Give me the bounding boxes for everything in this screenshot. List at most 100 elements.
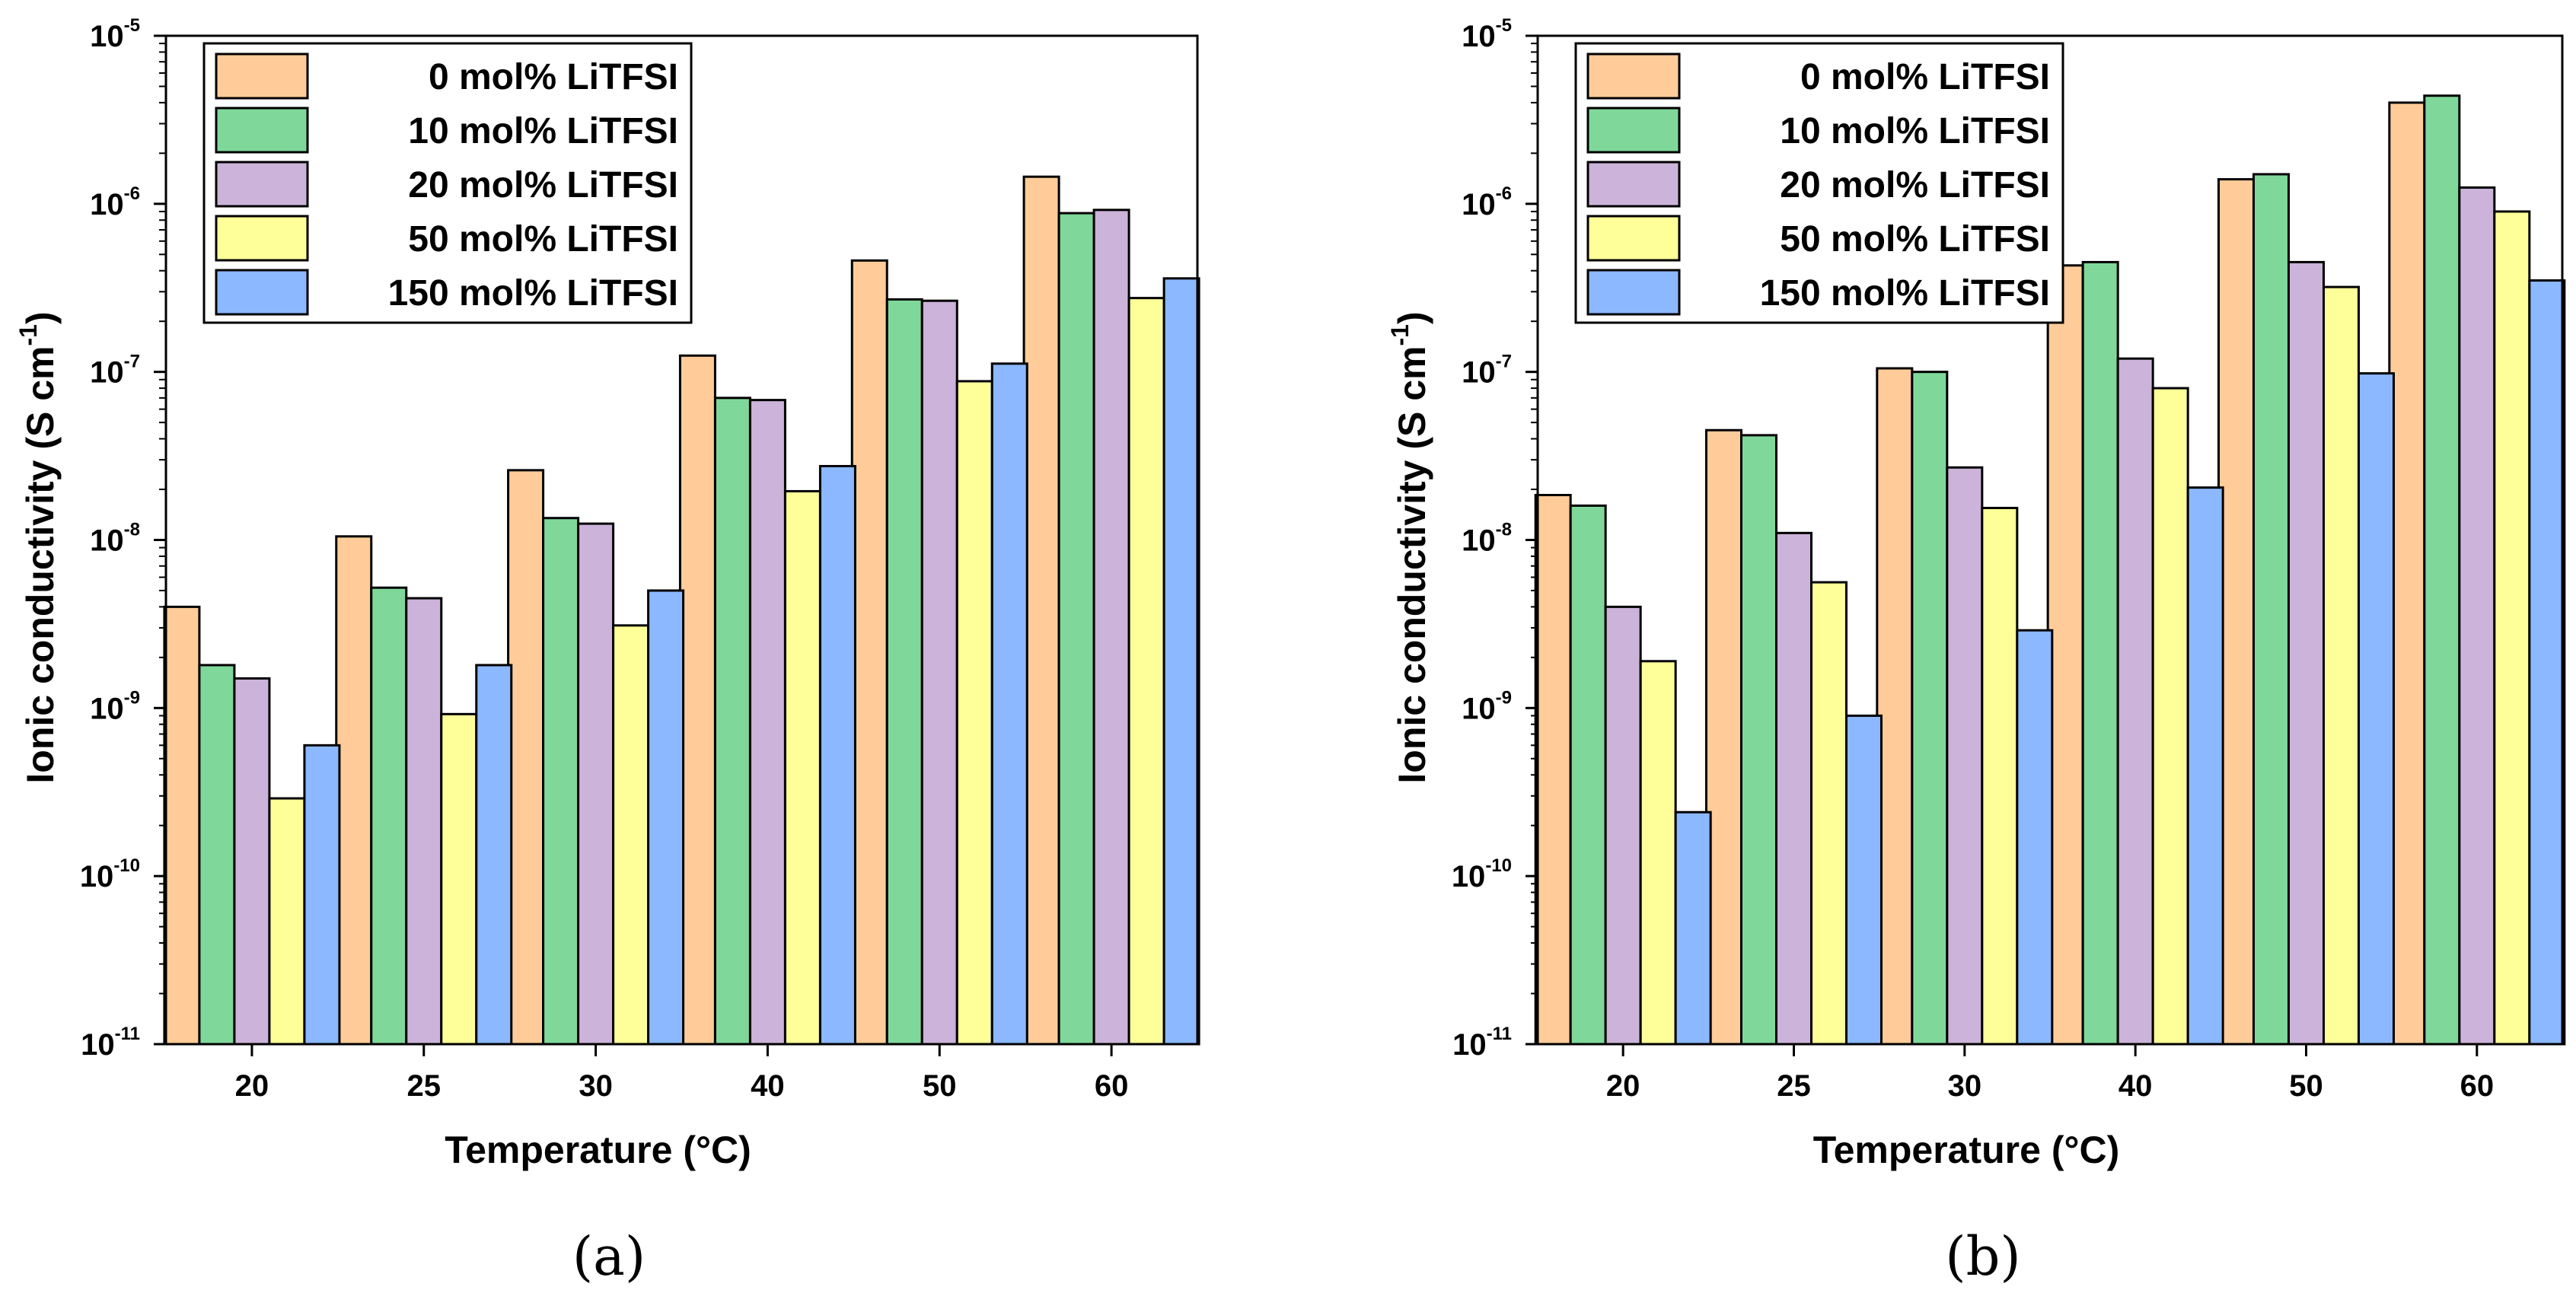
y-tick-label: 10-5: [90, 15, 140, 53]
y-axis-label: Ionic conductivity (S cm-1): [1386, 311, 1433, 783]
y-tick-exponent: -6: [1496, 183, 1512, 204]
y-tick-base: 10: [90, 524, 124, 558]
y-tick-label: 10-11: [81, 1024, 140, 1062]
bar-20C-10-mol-litfsi: [198, 664, 236, 1046]
bar-30C-150-mol-litfsi: [647, 589, 685, 1046]
y-tick-base: 10: [90, 356, 124, 390]
y-tick-label: 10-5: [1462, 15, 1512, 53]
bar-50C-10-mol-litfsi: [2252, 173, 2290, 1046]
y-tick-base: 10: [1452, 1028, 1487, 1062]
bar-30C-10-mol-litfsi: [1911, 371, 1949, 1046]
bar-20C-20-mol-litfsi: [233, 677, 271, 1046]
x-tick-label: 30: [579, 1069, 613, 1103]
panel-caption: (a): [572, 1225, 646, 1288]
legend-swatch: [215, 53, 309, 100]
bar-20C-50-mol-litfsi: [1639, 660, 1677, 1046]
x-tick-label: 30: [1948, 1069, 1982, 1103]
y-tick-base: 10: [1462, 20, 1496, 53]
y-tick-label: 10-8: [90, 520, 140, 558]
legend-label: 50 mol% LiTFSI: [408, 219, 678, 260]
legend-label: 150 mol% LiTFSI: [388, 273, 678, 314]
bar-25C-20-mol-litfsi: [1775, 531, 1812, 1046]
bar-25C-0-mol-litfsi: [335, 535, 373, 1046]
x-axis-label: Temperature (°C): [1813, 1129, 2119, 1171]
bar-20C-0-mol-litfsi: [163, 605, 201, 1046]
y-tick-base: 10: [1462, 524, 1496, 558]
y-tick-exponent: -6: [124, 183, 140, 204]
bar-60C-150-mol-litfsi: [2528, 279, 2566, 1046]
y-tick-label: 10-6: [1462, 183, 1512, 221]
bar-20C-50-mol-litfsi: [268, 797, 306, 1046]
x-tick-label: 20: [235, 1069, 269, 1103]
bar-20C-150-mol-litfsi: [1674, 811, 1712, 1046]
bar-25C-50-mol-litfsi: [440, 712, 478, 1046]
y-axis-label: Ionic conductivity (S cm-1): [14, 311, 62, 783]
bar-60C-20-mol-litfsi: [1092, 209, 1130, 1046]
y-axis-label-sup: -1: [14, 324, 42, 346]
x-tick-label: 50: [923, 1069, 957, 1103]
bar-60C-20-mol-litfsi: [2458, 186, 2496, 1046]
y-tick-base: 10: [90, 692, 124, 725]
y-axis-label-close: ): [19, 311, 62, 324]
y-tick-exponent: -10: [113, 855, 140, 876]
x-axis-label: Temperature (°C): [445, 1129, 751, 1171]
legend-label: 10 mol% LiTFSI: [408, 111, 678, 151]
bar-40C-0-mol-litfsi: [2046, 264, 2084, 1046]
bar-40C-150-mol-litfsi: [2186, 486, 2224, 1046]
y-tick-exponent: -7: [124, 352, 140, 372]
x-tick-label: 25: [407, 1069, 442, 1103]
legend-label: 50 mol% LiTFSI: [1780, 219, 2050, 260]
y-axis-label-main: Ionic conductivity (S cm: [19, 346, 62, 784]
bar-50C-0-mol-litfsi: [850, 259, 888, 1046]
y-tick-label: 10-9: [1462, 687, 1512, 725]
x-tick-label: 60: [2460, 1069, 2495, 1103]
y-tick-base: 10: [1462, 188, 1496, 221]
legend-swatch: [1586, 215, 1681, 262]
bar-25C-150-mol-litfsi: [1845, 714, 1883, 1046]
bar-25C-10-mol-litfsi: [1740, 434, 1777, 1046]
bar-50C-20-mol-litfsi: [920, 299, 958, 1046]
y-axis-label-main: Ionic conductivity (S cm: [1391, 346, 1433, 784]
bar-20C-0-mol-litfsi: [1534, 493, 1572, 1046]
y-tick-label: 10-10: [80, 855, 140, 893]
bar-40C-150-mol-litfsi: [818, 464, 856, 1046]
bar-30C-150-mol-litfsi: [2016, 629, 2054, 1046]
y-tick-exponent: -5: [1496, 15, 1512, 36]
bar-50C-20-mol-litfsi: [2287, 260, 2325, 1046]
y-tick-exponent: -7: [1496, 352, 1512, 372]
legend-swatch: [1586, 107, 1681, 154]
y-tick-label: 10-6: [90, 183, 140, 221]
legend-swatch: [215, 107, 309, 154]
legend-label: 150 mol% LiTFSI: [1760, 273, 2050, 314]
bar-20C-150-mol-litfsi: [303, 744, 341, 1046]
legend-label: 10 mol% LiTFSI: [1780, 111, 2050, 151]
legend-label: 20 mol% LiTFSI: [408, 165, 678, 205]
bar-25C-10-mol-litfsi: [370, 586, 408, 1046]
bar-50C-50-mol-litfsi: [955, 380, 993, 1046]
y-axis-label-close: ): [1391, 311, 1433, 324]
bar-40C-0-mol-litfsi: [678, 354, 716, 1046]
y-tick-label: 10-7: [1462, 352, 1512, 390]
y-axis-label-sup: -1: [1386, 324, 1414, 346]
legend-swatch: [215, 269, 309, 316]
y-tick-base: 10: [80, 860, 114, 893]
bar-25C-50-mol-litfsi: [1810, 581, 1848, 1046]
bar-50C-10-mol-litfsi: [885, 298, 923, 1046]
y-tick-label: 10-8: [1462, 520, 1512, 558]
bar-40C-20-mol-litfsi: [2116, 357, 2154, 1046]
y-tick-base: 10: [81, 1028, 115, 1062]
y-tick-base: 10: [1462, 356, 1496, 390]
bar-25C-20-mol-litfsi: [405, 597, 443, 1046]
bar-30C-20-mol-litfsi: [1946, 466, 1984, 1046]
bar-60C-0-mol-litfsi: [1022, 175, 1060, 1046]
y-tick-exponent: -8: [124, 520, 140, 540]
bar-30C-0-mol-litfsi: [507, 469, 545, 1046]
y-tick-base: 10: [1462, 692, 1496, 725]
x-tick-label: 40: [751, 1069, 785, 1103]
bar-30C-50-mol-litfsi: [1981, 506, 2019, 1046]
legend-swatch: [1586, 53, 1681, 100]
bar-40C-20-mol-litfsi: [748, 399, 786, 1046]
bar-30C-20-mol-litfsi: [577, 522, 615, 1046]
